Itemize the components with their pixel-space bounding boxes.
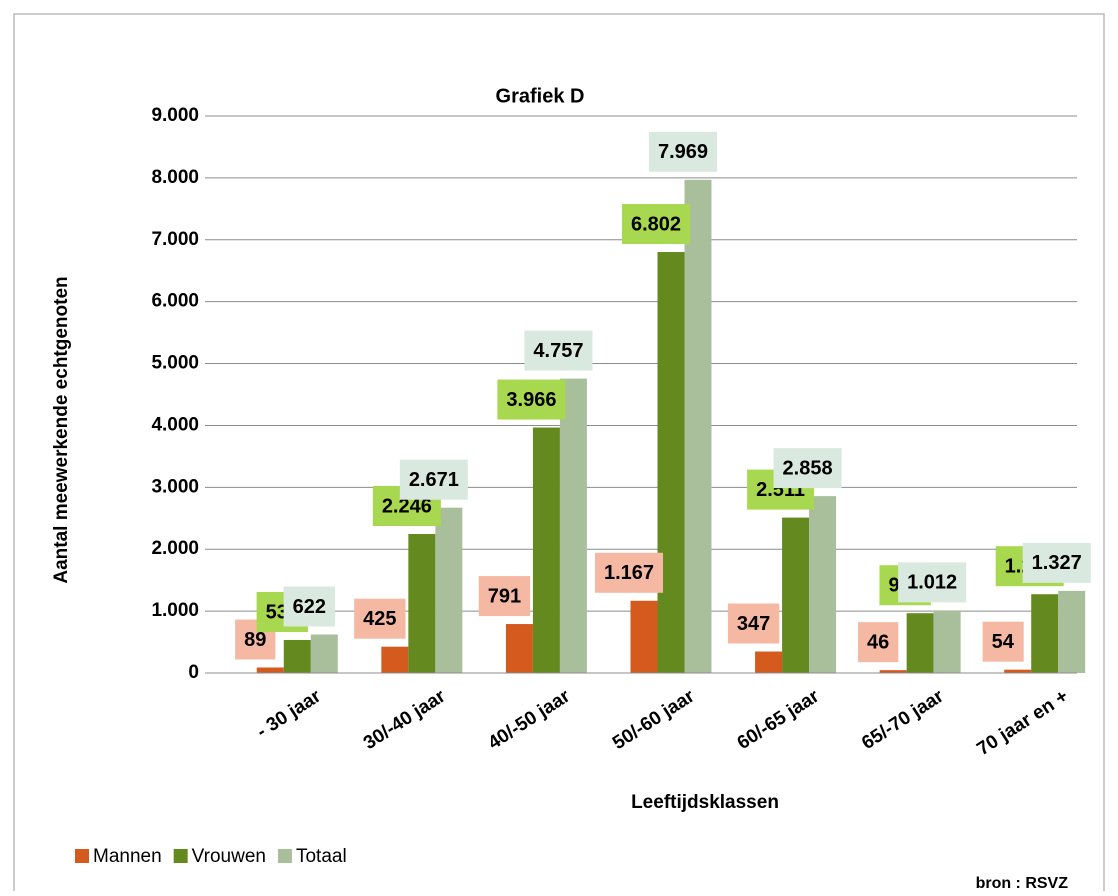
bar [933,610,961,673]
legend-label: Totaal [296,846,347,867]
bar [684,179,712,674]
bar [559,378,587,673]
y-tick-label: 0 [188,662,199,683]
legend-swatch [75,849,89,863]
legend-label: Mannen [93,846,162,867]
data-label-box [1022,542,1091,583]
y-axis-label: Aantal meewerkende echtgenoten [51,276,72,583]
data-label-box [898,562,967,603]
x-tick-label: 30/-40 jaar [360,685,450,754]
data-label-box [727,603,780,644]
bar [256,667,284,673]
x-tick-label: 50/-60 jaar [609,685,699,754]
y-tick-label: 5.000 [151,353,199,374]
bar [1031,594,1059,673]
data-label-box [478,576,531,617]
legend-label: Vrouwen [192,846,266,867]
data-label: 1.012 [907,572,957,594]
y-tick-label: 7.000 [151,229,199,250]
bar [809,496,837,673]
data-label-box [399,459,468,500]
data-label-box [773,448,842,489]
x-tick-label: - 30 jaar [253,685,325,742]
x-tick-label: 60/-65 jaar [734,685,824,754]
data-label: 791 [488,585,521,607]
bar [782,517,810,673]
data-label: 425 [363,608,396,630]
y-tick-label: 1.000 [151,600,199,621]
y-tick-label: 3.000 [151,476,199,497]
bar [906,613,934,673]
y-tick-label: 2.000 [151,538,199,559]
source-note: bron : RSVZ [976,875,1069,891]
data-label: 4.757 [533,340,583,362]
legend-swatch [173,849,188,863]
y-tick-label: 6.000 [151,291,199,312]
x-axis-label: Leeftijdsklassen [631,792,779,813]
data-label-box [497,379,566,420]
data-label-box [648,131,718,172]
data-label: 89 [244,629,266,651]
y-tick-label: 8.000 [151,167,199,188]
data-label: 2.246 [382,495,432,517]
data-label: 46 [867,631,889,653]
x-tick-label: 70 jaar en + [973,686,1072,760]
data-label: 2.858 [783,457,833,479]
bar [381,646,409,673]
data-label: 1.167 [604,562,654,584]
data-label: 3.966 [506,389,556,411]
x-tick-label: 65/-70 jaar [858,685,948,754]
data-label: 347 [737,613,770,635]
data-label-box [594,552,664,593]
data-label-box [283,586,335,627]
bar [630,600,658,673]
y-tick-label: 9.000 [151,105,199,126]
data-label: 6.802 [631,213,681,235]
data-label: 7.969 [658,141,708,163]
bar [435,507,463,673]
data-label-box [354,598,406,639]
data-label: 1.327 [1032,552,1082,574]
bar [1004,669,1032,673]
bar [657,252,685,673]
data-label: 2.671 [409,469,459,491]
bar [310,634,338,673]
data-label: 54 [992,631,1015,653]
data-label-box [621,204,691,245]
legend-swatch [277,849,292,863]
bar [408,533,436,673]
y-tick-label: 4.000 [151,414,199,435]
data-label-box [982,621,1024,662]
chart-title: Grafiek D [496,85,585,107]
data-label: 622 [293,596,326,618]
bar [532,427,560,673]
bar [283,640,311,673]
bar [755,651,783,673]
bar [1058,590,1086,673]
x-tick-label: 40/-50 jaar [484,685,574,754]
bar [879,670,907,673]
chart-border [13,13,1105,896]
data-label-box [524,330,593,371]
data-label-box [858,622,899,663]
bar [505,624,533,673]
